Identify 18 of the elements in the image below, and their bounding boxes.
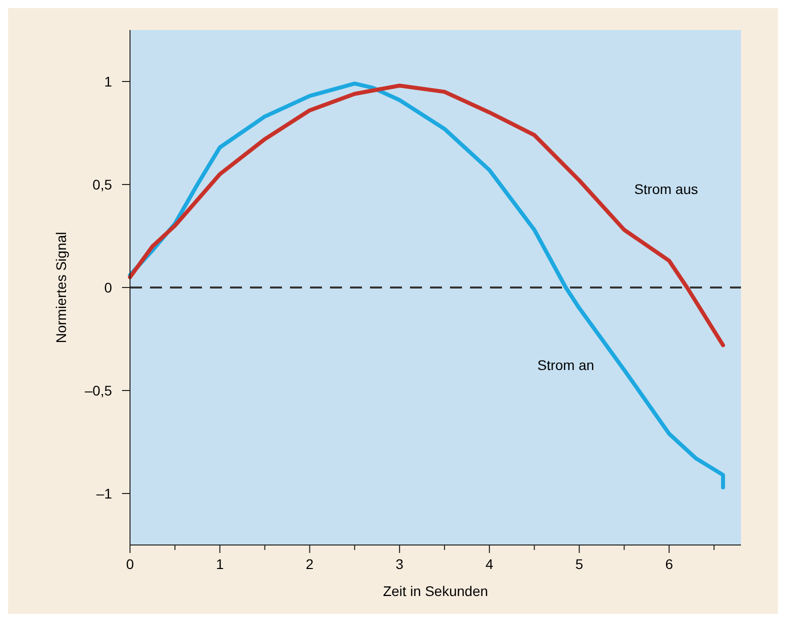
text: Strom aus — [634, 180, 698, 197]
y-tick-label: –1 — [96, 486, 112, 502]
line-series — [128, 84, 726, 348]
x-tick-label: 5 — [575, 556, 584, 572]
x-tick-label: 4 — [486, 556, 494, 572]
x-tick-label: 6 — [665, 556, 674, 572]
y-tick-label: 0 — [104, 280, 112, 296]
x-tick-label: 3 — [396, 556, 404, 572]
x-axis-title: Zeit in Sekunden — [382, 583, 488, 599]
y-tick-label: 0,5 — [92, 176, 112, 192]
series-label: Strom an — [537, 356, 594, 373]
x-tick-label: 1 — [216, 556, 224, 572]
y-tick-label: 1 — [104, 74, 112, 90]
y-axis-title: Normiertes Signal — [53, 232, 69, 344]
x-tick-label: 2 — [306, 556, 314, 572]
y-tick-label: –0,5 — [84, 382, 112, 398]
line-series — [128, 82, 726, 490]
x-tick-label: 0 — [126, 556, 134, 572]
